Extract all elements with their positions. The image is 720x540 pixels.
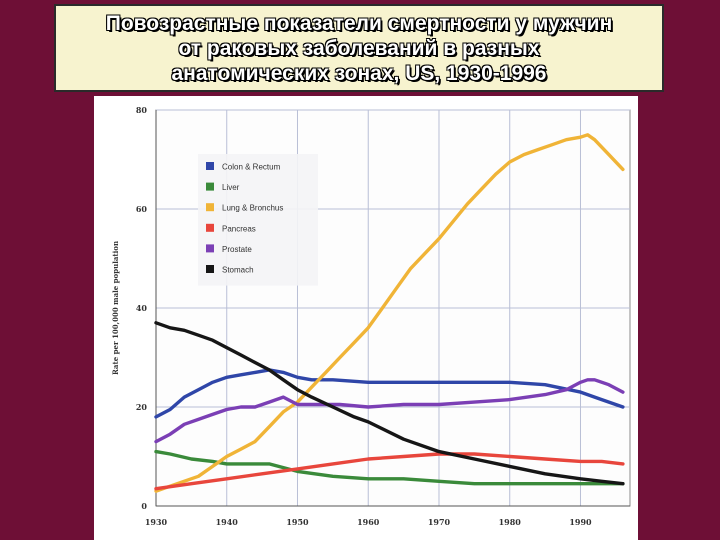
y-tick-label: 0 xyxy=(141,501,147,511)
series-line-prostate xyxy=(154,378,625,444)
legend-box xyxy=(198,154,318,286)
legend-swatch xyxy=(206,203,214,212)
series-line-stomach xyxy=(154,321,625,486)
series-line-lung-bronchus xyxy=(154,133,625,493)
x-tick-label: 1930 xyxy=(145,517,168,527)
legend-swatch xyxy=(206,162,214,170)
mortality-line-chart: 1930 1940 1950 1960 1970 1980 1990 0 20 40 60 80 Rat… xyxy=(111,105,631,527)
legend-swatch xyxy=(206,182,214,191)
y-axis-label: Rate per 100,000 male population xyxy=(111,241,120,375)
x-tick-label: 1990 xyxy=(569,517,592,527)
x-tick-label: 1980 xyxy=(499,517,522,527)
series-line-pancreas xyxy=(154,452,625,491)
x-tick-label: 1970 xyxy=(428,517,451,527)
legend-label: Stomach xyxy=(222,266,254,275)
legend-swatch xyxy=(206,223,214,232)
slide-title-box: Повозрастные показатели смертности у муж… xyxy=(54,4,664,92)
x-tick-label: 1940 xyxy=(216,517,239,527)
legend-label: Liver xyxy=(222,183,240,192)
legend-label: Prostate xyxy=(222,245,252,254)
y-tick-label: 80 xyxy=(136,105,148,115)
series-line-colon-rectum xyxy=(154,368,625,419)
legend-swatch xyxy=(206,244,214,253)
title-line-3: анатомических зонах, US, 1930-1996 xyxy=(171,61,547,85)
legend-label: Pancreas xyxy=(222,224,256,233)
y-tick-label: 60 xyxy=(136,204,148,214)
chart-panel: 1930 1940 1950 1960 1970 1980 1990 0 20 40 60 80 Rat… xyxy=(94,96,638,540)
title-line-2: от раковых заболеваний в разных xyxy=(178,36,540,60)
legend-swatch xyxy=(206,265,214,273)
legend-label: Lung & Bronchus xyxy=(222,204,283,213)
legend-label: Colon & Rectum xyxy=(222,163,281,172)
x-tick-label: 1950 xyxy=(286,517,309,527)
y-tick-label: 20 xyxy=(136,402,148,412)
y-tick-label: 40 xyxy=(136,303,148,313)
title-line-1: Повозрастные показатели смертности у муж… xyxy=(105,11,613,35)
x-tick-label: 1960 xyxy=(357,517,380,527)
series-line-liver xyxy=(154,449,625,486)
